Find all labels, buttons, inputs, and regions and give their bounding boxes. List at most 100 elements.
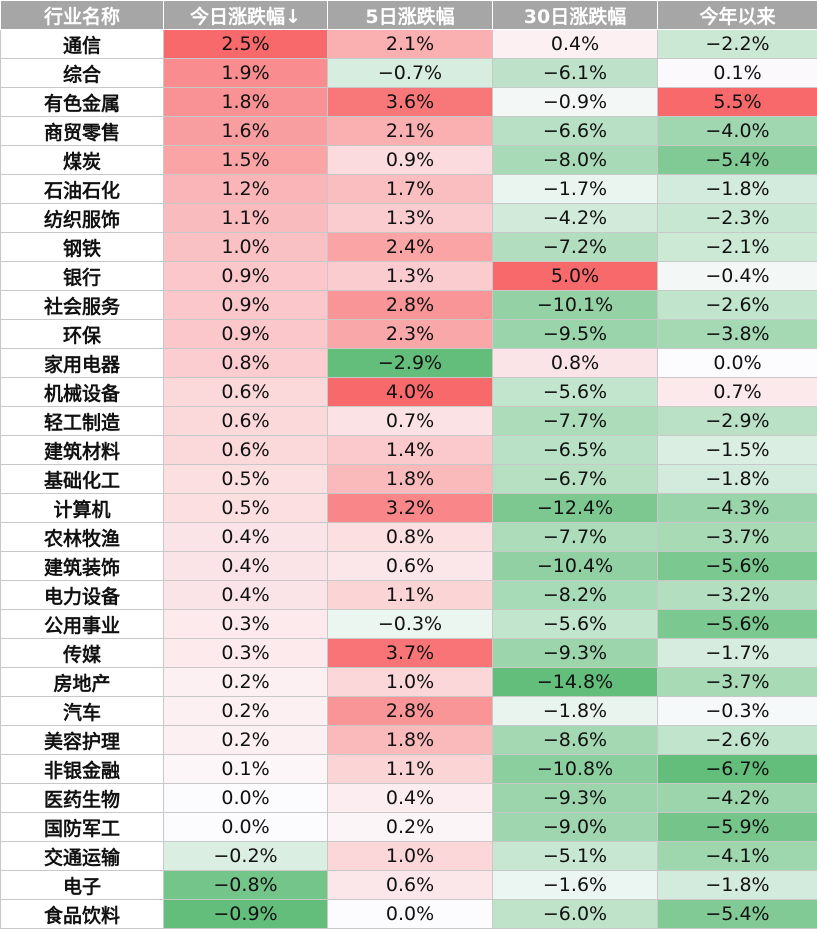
industry-name-cell: 家用电器 [0,348,164,378]
5day-change-cell: 0.2% [327,812,493,842]
header-ytd-change[interactable]: 今年以来 [657,0,817,30]
today-change-cell: 0.5% [163,464,328,494]
today-change-cell: 1.0% [163,232,328,262]
today-change-cell: 0.2% [163,696,328,726]
today-change-cell: 0.0% [163,812,328,842]
ytd-change-cell: −2.3% [657,203,817,233]
industry-name-cell: 通信 [0,29,164,59]
industry-name-cell: 石油石化 [0,174,164,204]
today-change-cell: 1.5% [163,145,328,175]
5day-change-cell: 2.1% [327,29,493,59]
5day-change-cell: 3.6% [327,87,493,117]
5day-change-cell: 1.1% [327,754,493,784]
industry-name-cell: 建筑装饰 [0,551,164,581]
today-change-cell: 1.2% [163,174,328,204]
today-change-cell: 2.5% [163,29,328,59]
table-row: 煤炭 1.5% 0.9% −8.0% −5.4% [0,145,817,175]
industry-name-cell: 电子 [0,870,164,900]
today-change-cell: 1.9% [163,58,328,88]
table-row: 非银金融 0.1% 1.1% −10.8% −6.7% [0,754,817,784]
industry-name-cell: 纺织服饰 [0,203,164,233]
table-row: 计算机 0.5% 3.2% −12.4% −4.3% [0,493,817,523]
industry-name-cell: 商贸零售 [0,116,164,146]
today-change-cell: 0.8% [163,348,328,378]
ytd-change-cell: −3.7% [657,522,817,552]
ytd-change-cell: −2.2% [657,29,817,59]
today-change-cell: 0.4% [163,580,328,610]
industry-name-cell: 基础化工 [0,464,164,494]
header-industry-name: 行业名称 [0,0,164,30]
table-row: 房地产 0.2% 1.0% −14.8% −3.7% [0,667,817,697]
5day-change-cell: 3.7% [327,638,493,668]
industry-name-cell: 农林牧渔 [0,522,164,552]
30day-change-cell: −7.7% [492,406,658,436]
5day-change-cell: −2.9% [327,348,493,378]
industry-name-cell: 煤炭 [0,145,164,175]
5day-change-cell: −0.3% [327,609,493,639]
ytd-change-cell: 0.0% [657,348,817,378]
30day-change-cell: −8.2% [492,580,658,610]
today-change-cell: 1.6% [163,116,328,146]
table-row: 社会服务 0.9% 2.8% −10.1% −2.6% [0,290,817,320]
5day-change-cell: 1.8% [327,725,493,755]
5day-change-cell: 1.4% [327,435,493,465]
table-row: 建筑材料 0.6% 1.4% −6.5% −1.5% [0,435,817,465]
ytd-change-cell: −4.2% [657,783,817,813]
today-change-cell: 0.3% [163,609,328,639]
30day-change-cell: −8.6% [492,725,658,755]
ytd-change-cell: −4.1% [657,841,817,871]
30day-change-cell: −10.4% [492,551,658,581]
industry-name-cell: 医药生物 [0,783,164,813]
ytd-change-cell: −3.8% [657,319,817,349]
30day-change-cell: −12.4% [492,493,658,523]
30day-change-cell: −5.1% [492,841,658,871]
table-row: 医药生物 0.0% 0.4% −9.3% −4.2% [0,783,817,813]
5day-change-cell: 0.0% [327,899,493,929]
ytd-change-cell: −4.3% [657,493,817,523]
industry-name-cell: 食品饮料 [0,899,164,929]
industry-name-cell: 美容护理 [0,725,164,755]
today-change-cell: 0.1% [163,754,328,784]
industry-name-cell: 银行 [0,261,164,291]
5day-change-cell: 4.0% [327,377,493,407]
ytd-change-cell: −3.7% [657,667,817,697]
ytd-change-cell: −1.7% [657,638,817,668]
ytd-change-cell: −2.6% [657,725,817,755]
5day-change-cell: 0.6% [327,870,493,900]
industry-name-cell: 机械设备 [0,377,164,407]
30day-change-cell: −6.5% [492,435,658,465]
30day-change-cell: −14.8% [492,667,658,697]
industry-name-cell: 公用事业 [0,609,164,639]
header-5day-change[interactable]: 5日涨跌幅 [327,0,493,30]
industry-name-cell: 国防军工 [0,812,164,842]
ytd-change-cell: −0.3% [657,696,817,726]
table-row: 钢铁 1.0% 2.4% −7.2% −2.1% [0,232,817,262]
table-row: 农林牧渔 0.4% 0.8% −7.7% −3.7% [0,522,817,552]
5day-change-cell: 0.7% [327,406,493,436]
today-change-cell: 0.6% [163,406,328,436]
30day-change-cell: −6.1% [492,58,658,88]
5day-change-cell: 0.9% [327,145,493,175]
30day-change-cell: −4.2% [492,203,658,233]
ytd-change-cell: −1.8% [657,464,817,494]
industry-name-cell: 综合 [0,58,164,88]
header-30day-change[interactable]: 30日涨跌幅 [492,0,658,30]
30day-change-cell: −5.6% [492,609,658,639]
table-row: 家用电器 0.8% −2.9% 0.8% 0.0% [0,348,817,378]
industry-name-cell: 轻工制造 [0,406,164,436]
30day-change-cell: −10.1% [492,290,658,320]
header-today-change[interactable]: 今日涨跌幅↓ [163,0,328,30]
5day-change-cell: 1.1% [327,580,493,610]
table-row: 美容护理 0.2% 1.8% −8.6% −2.6% [0,725,817,755]
ytd-change-cell: −1.8% [657,174,817,204]
industry-name-cell: 非银金融 [0,754,164,784]
table-row: 电力设备 0.4% 1.1% −8.2% −3.2% [0,580,817,610]
5day-change-cell: −0.7% [327,58,493,88]
table-row: 汽车 0.2% 2.8% −1.8% −0.3% [0,696,817,726]
industry-name-cell: 环保 [0,319,164,349]
table-row: 通信 2.5% 2.1% 0.4% −2.2% [0,29,817,59]
table-row: 建筑装饰 0.4% 0.6% −10.4% −5.6% [0,551,817,581]
table-row: 公用事业 0.3% −0.3% −5.6% −5.6% [0,609,817,639]
30day-change-cell: 5.0% [492,261,658,291]
